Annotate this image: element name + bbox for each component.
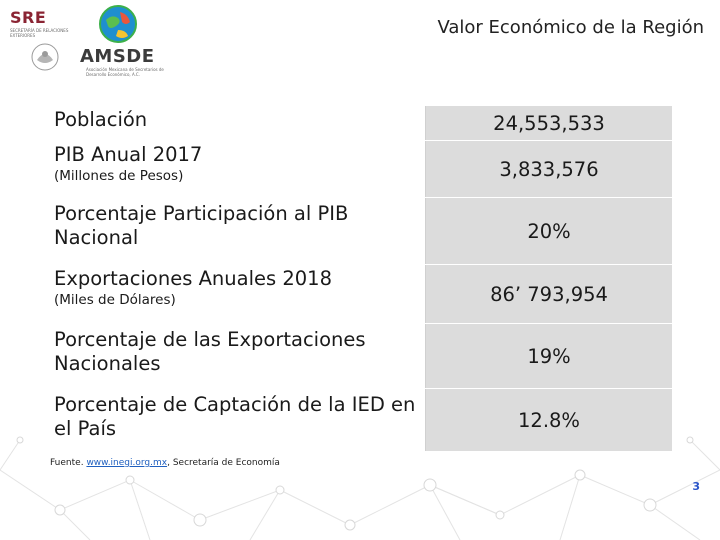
- row-value-cell: 12.8%: [426, 389, 672, 451]
- page-number: 3: [692, 480, 700, 493]
- source-note: Fuente. www.inegi.org.mx, Secretaría de …: [50, 458, 280, 468]
- source-link[interactable]: www.inegi.org.mx: [86, 458, 168, 468]
- table-row: Porcentaje de Captación de la IED en el …: [46, 389, 672, 452]
- table-row: Exportaciones Anuales 2018 (Miles de Dól…: [46, 265, 672, 324]
- row-label: Exportaciones Anuales 2018: [54, 267, 332, 290]
- row-label-cell: PIB Anual 2017 (Millones de Pesos): [46, 141, 426, 197]
- row-label-cell: Porcentaje Participación al PIB Nacional: [46, 198, 426, 264]
- amsde-logo-subtext: Asociación Mexicana de Secretarios de De…: [86, 67, 164, 77]
- row-label: PIB Anual 2017: [54, 143, 203, 166]
- row-label-cell: Porcentaje de las Exportaciones Nacional…: [46, 324, 426, 388]
- economic-value-table: Población 24,553,533 PIB Anual 2017 (Mil…: [46, 106, 672, 452]
- amsde-logo: AMSDE Asociación Mexicana de Secretarios…: [78, 4, 174, 82]
- row-label: Población: [54, 108, 148, 131]
- row-value-cell: 19%: [426, 324, 672, 388]
- globe-icon: [99, 5, 137, 43]
- row-label-cell: Porcentaje de Captación de la IED en el …: [46, 389, 426, 451]
- table-row: Porcentaje Participación al PIB Nacional…: [46, 198, 672, 265]
- row-sublabel: (Miles de Dólares): [54, 292, 176, 308]
- table-row: PIB Anual 2017 (Millones de Pesos) 3,833…: [46, 141, 672, 198]
- page-title: Valor Económico de la Región: [437, 17, 704, 38]
- table-row: Porcentaje de las Exportaciones Nacional…: [46, 324, 672, 389]
- row-value-cell: 24,553,533: [426, 106, 672, 140]
- row-label-cell: Exportaciones Anuales 2018 (Miles de Dól…: [46, 265, 426, 323]
- amsde-logo-text: AMSDE: [80, 46, 155, 67]
- table-row: Población 24,553,533: [46, 106, 672, 141]
- sre-logo-subtext: SECRETARÍA DE RELACIONES EXTERIORES: [10, 28, 69, 38]
- row-label: Porcentaje Participación al PIB Nacional: [54, 202, 349, 249]
- row-value-cell: 3,833,576: [426, 141, 672, 197]
- sre-logo-text: SRE: [10, 8, 47, 27]
- sre-logo: SRE SECRETARÍA DE RELACIONES EXTERIORES: [10, 8, 80, 78]
- row-value-cell: 86’ 793,954: [426, 265, 672, 323]
- row-label: Porcentaje de Captación de la IED en el …: [54, 393, 416, 440]
- mexico-seal-icon: [31, 43, 59, 71]
- row-label: Porcentaje de las Exportaciones Nacional…: [54, 328, 366, 375]
- row-sublabel: (Millones de Pesos): [54, 168, 184, 184]
- row-value-cell: 20%: [426, 198, 672, 264]
- row-label-cell: Población: [46, 106, 426, 140]
- source-suffix: , Secretaría de Economía: [167, 458, 280, 468]
- source-prefix: Fuente.: [50, 458, 84, 468]
